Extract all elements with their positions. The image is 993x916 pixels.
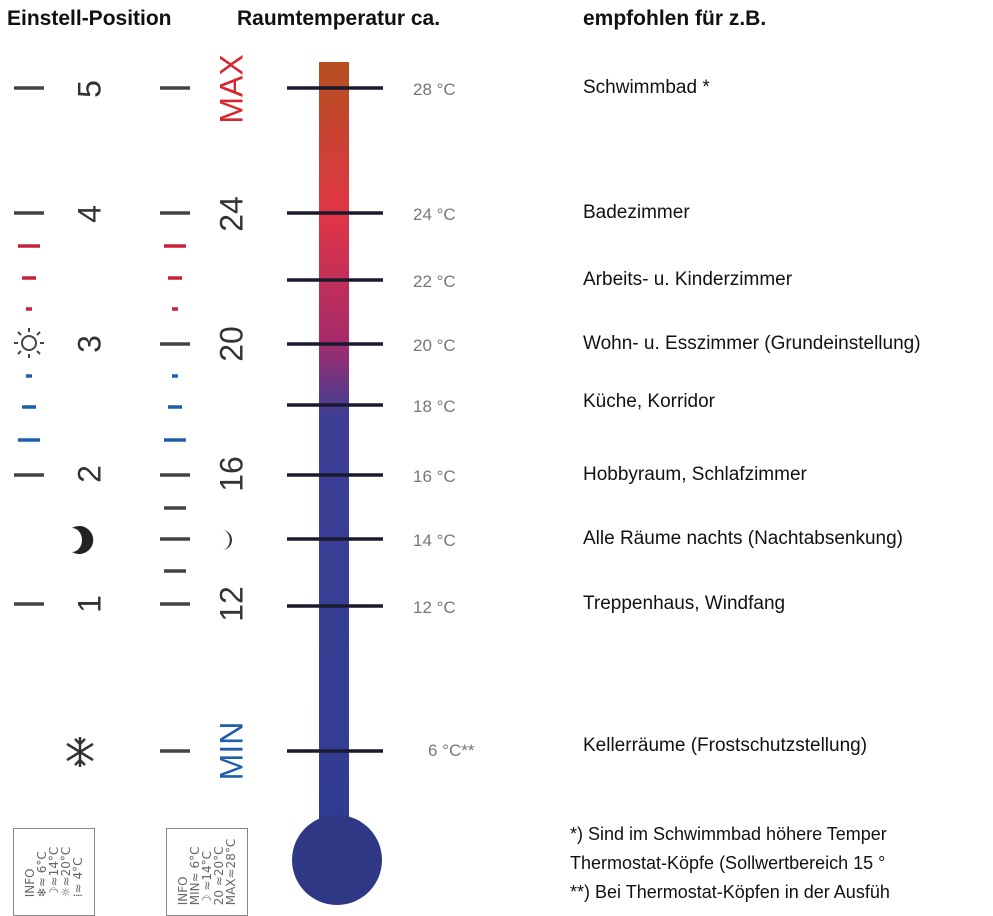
temp-18: 18 °C: [413, 397, 456, 416]
dial-position-5: 5: [71, 80, 108, 98]
header-room-temp: Raumtemperatur ca.: [237, 7, 441, 30]
moon-icon: [72, 526, 94, 554]
header-recommended: empfohlen für z.B.: [583, 7, 767, 30]
label-24: 24: [213, 196, 250, 232]
temp-6: 6 °C**: [428, 741, 475, 760]
recommendation-stairwell: Treppenhaus, Windfang: [583, 593, 786, 614]
recommendation-bathroom: Badezimmer: [583, 202, 690, 223]
label-12: 12: [213, 586, 250, 622]
label-max: MAX: [213, 54, 250, 124]
mercury-column: [319, 62, 349, 832]
temp-22: 22 °C: [413, 272, 456, 291]
info-box-left: INFO ❄≈ 6°C ☽≈14°C ☼≈20°C ⁞≈ 4°C: [13, 828, 95, 916]
moon-icon-right: [222, 530, 232, 550]
temp-16: 16 °C: [413, 467, 456, 486]
info-box-right: INFO MIN≈ 6°C ☽ ≈14°C 20 ≈20°C MAX≈28°C: [166, 828, 248, 916]
label-16: 16: [213, 456, 250, 492]
label-20: 20: [213, 326, 250, 362]
recommendation-hobby-bedroom: Hobbyraum, Schlafzimmer: [583, 464, 807, 485]
header-position: Einstell-Position: [7, 7, 172, 30]
recommendation-swimming-pool: Schwimmbad *: [583, 77, 710, 98]
recommendation-all-rooms-night: Alle Räume nachts (Nachtabsenkung): [583, 528, 904, 549]
temp-12: 12 °C: [413, 598, 456, 617]
temp-24: 24 °C: [413, 205, 456, 224]
label-min: MIN: [213, 721, 250, 781]
footnote-1: *) Sind im Schwimmbad höhere Temper: [570, 824, 887, 844]
recommendation-work-kids-room: Arbeits- u. Kinderzimmer: [583, 269, 793, 290]
info-left-line: ⁞≈ 4°C: [71, 857, 85, 898]
recommendation-basement: Kellerräume (Frostschutzstellung): [583, 735, 868, 756]
thermometer-bulb: [292, 815, 382, 905]
recommendation-living-dining: Wohn- u. Esszimmer (Grundeinstellung): [583, 333, 921, 354]
info-right-line: MAX≈28°C: [224, 838, 238, 906]
dial-position-1: 1: [71, 595, 108, 613]
footnote-3: **) Bei Thermostat-Köpfen in der Ausfüh: [570, 882, 890, 902]
sun-icon: [14, 328, 44, 358]
recommendation-kitchen-corridor: Küche, Korridor: [583, 391, 716, 412]
temp-28: 28 °C: [413, 80, 456, 99]
dial-position-2: 2: [71, 465, 108, 483]
temp-20: 20 °C: [413, 336, 456, 355]
footnote-2: Thermostat-Köpfe (Sollwertbereich 15 °: [570, 853, 886, 873]
snowflake-icon: [66, 737, 94, 767]
dial-position-4: 4: [71, 205, 108, 223]
dial-position-3: 3: [71, 335, 108, 353]
temp-14: 14 °C: [413, 531, 456, 550]
